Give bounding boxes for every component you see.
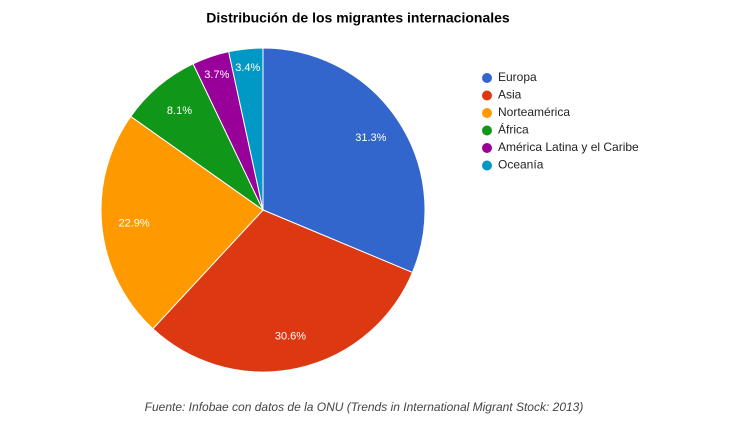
slice-label: 3.7% bbox=[204, 69, 229, 81]
legend-swatch bbox=[482, 143, 492, 153]
slice-label: 3.4% bbox=[235, 62, 260, 74]
legend-swatch bbox=[482, 73, 492, 83]
pie-slice bbox=[262, 47, 426, 274]
legend-label: Oceanía bbox=[498, 158, 544, 172]
legend-label: África bbox=[498, 122, 529, 137]
legend-label: América Latina y el Caribe bbox=[498, 140, 639, 154]
legend-label: Asia bbox=[498, 88, 522, 102]
legend-swatch bbox=[482, 108, 492, 118]
slice-label: 22.9% bbox=[118, 217, 149, 229]
pie-slice bbox=[100, 115, 264, 330]
legend-label: Europa bbox=[498, 70, 537, 84]
slice-label: 8.1% bbox=[167, 105, 192, 117]
pie-slice bbox=[152, 209, 414, 373]
legend-swatch bbox=[482, 90, 492, 101]
legend-label: Norteamérica bbox=[498, 105, 570, 119]
slice-label: 31.3% bbox=[355, 132, 386, 144]
pie-slice bbox=[228, 47, 264, 211]
chart-title: Distribución de los migrantes internacio… bbox=[206, 10, 510, 26]
legend-swatch bbox=[482, 125, 492, 136]
legend-swatch bbox=[482, 160, 492, 171]
source-note: Fuente: Infobae con datos de la ONU (Tre… bbox=[145, 400, 584, 414]
slice-label: 30.6% bbox=[275, 331, 306, 343]
